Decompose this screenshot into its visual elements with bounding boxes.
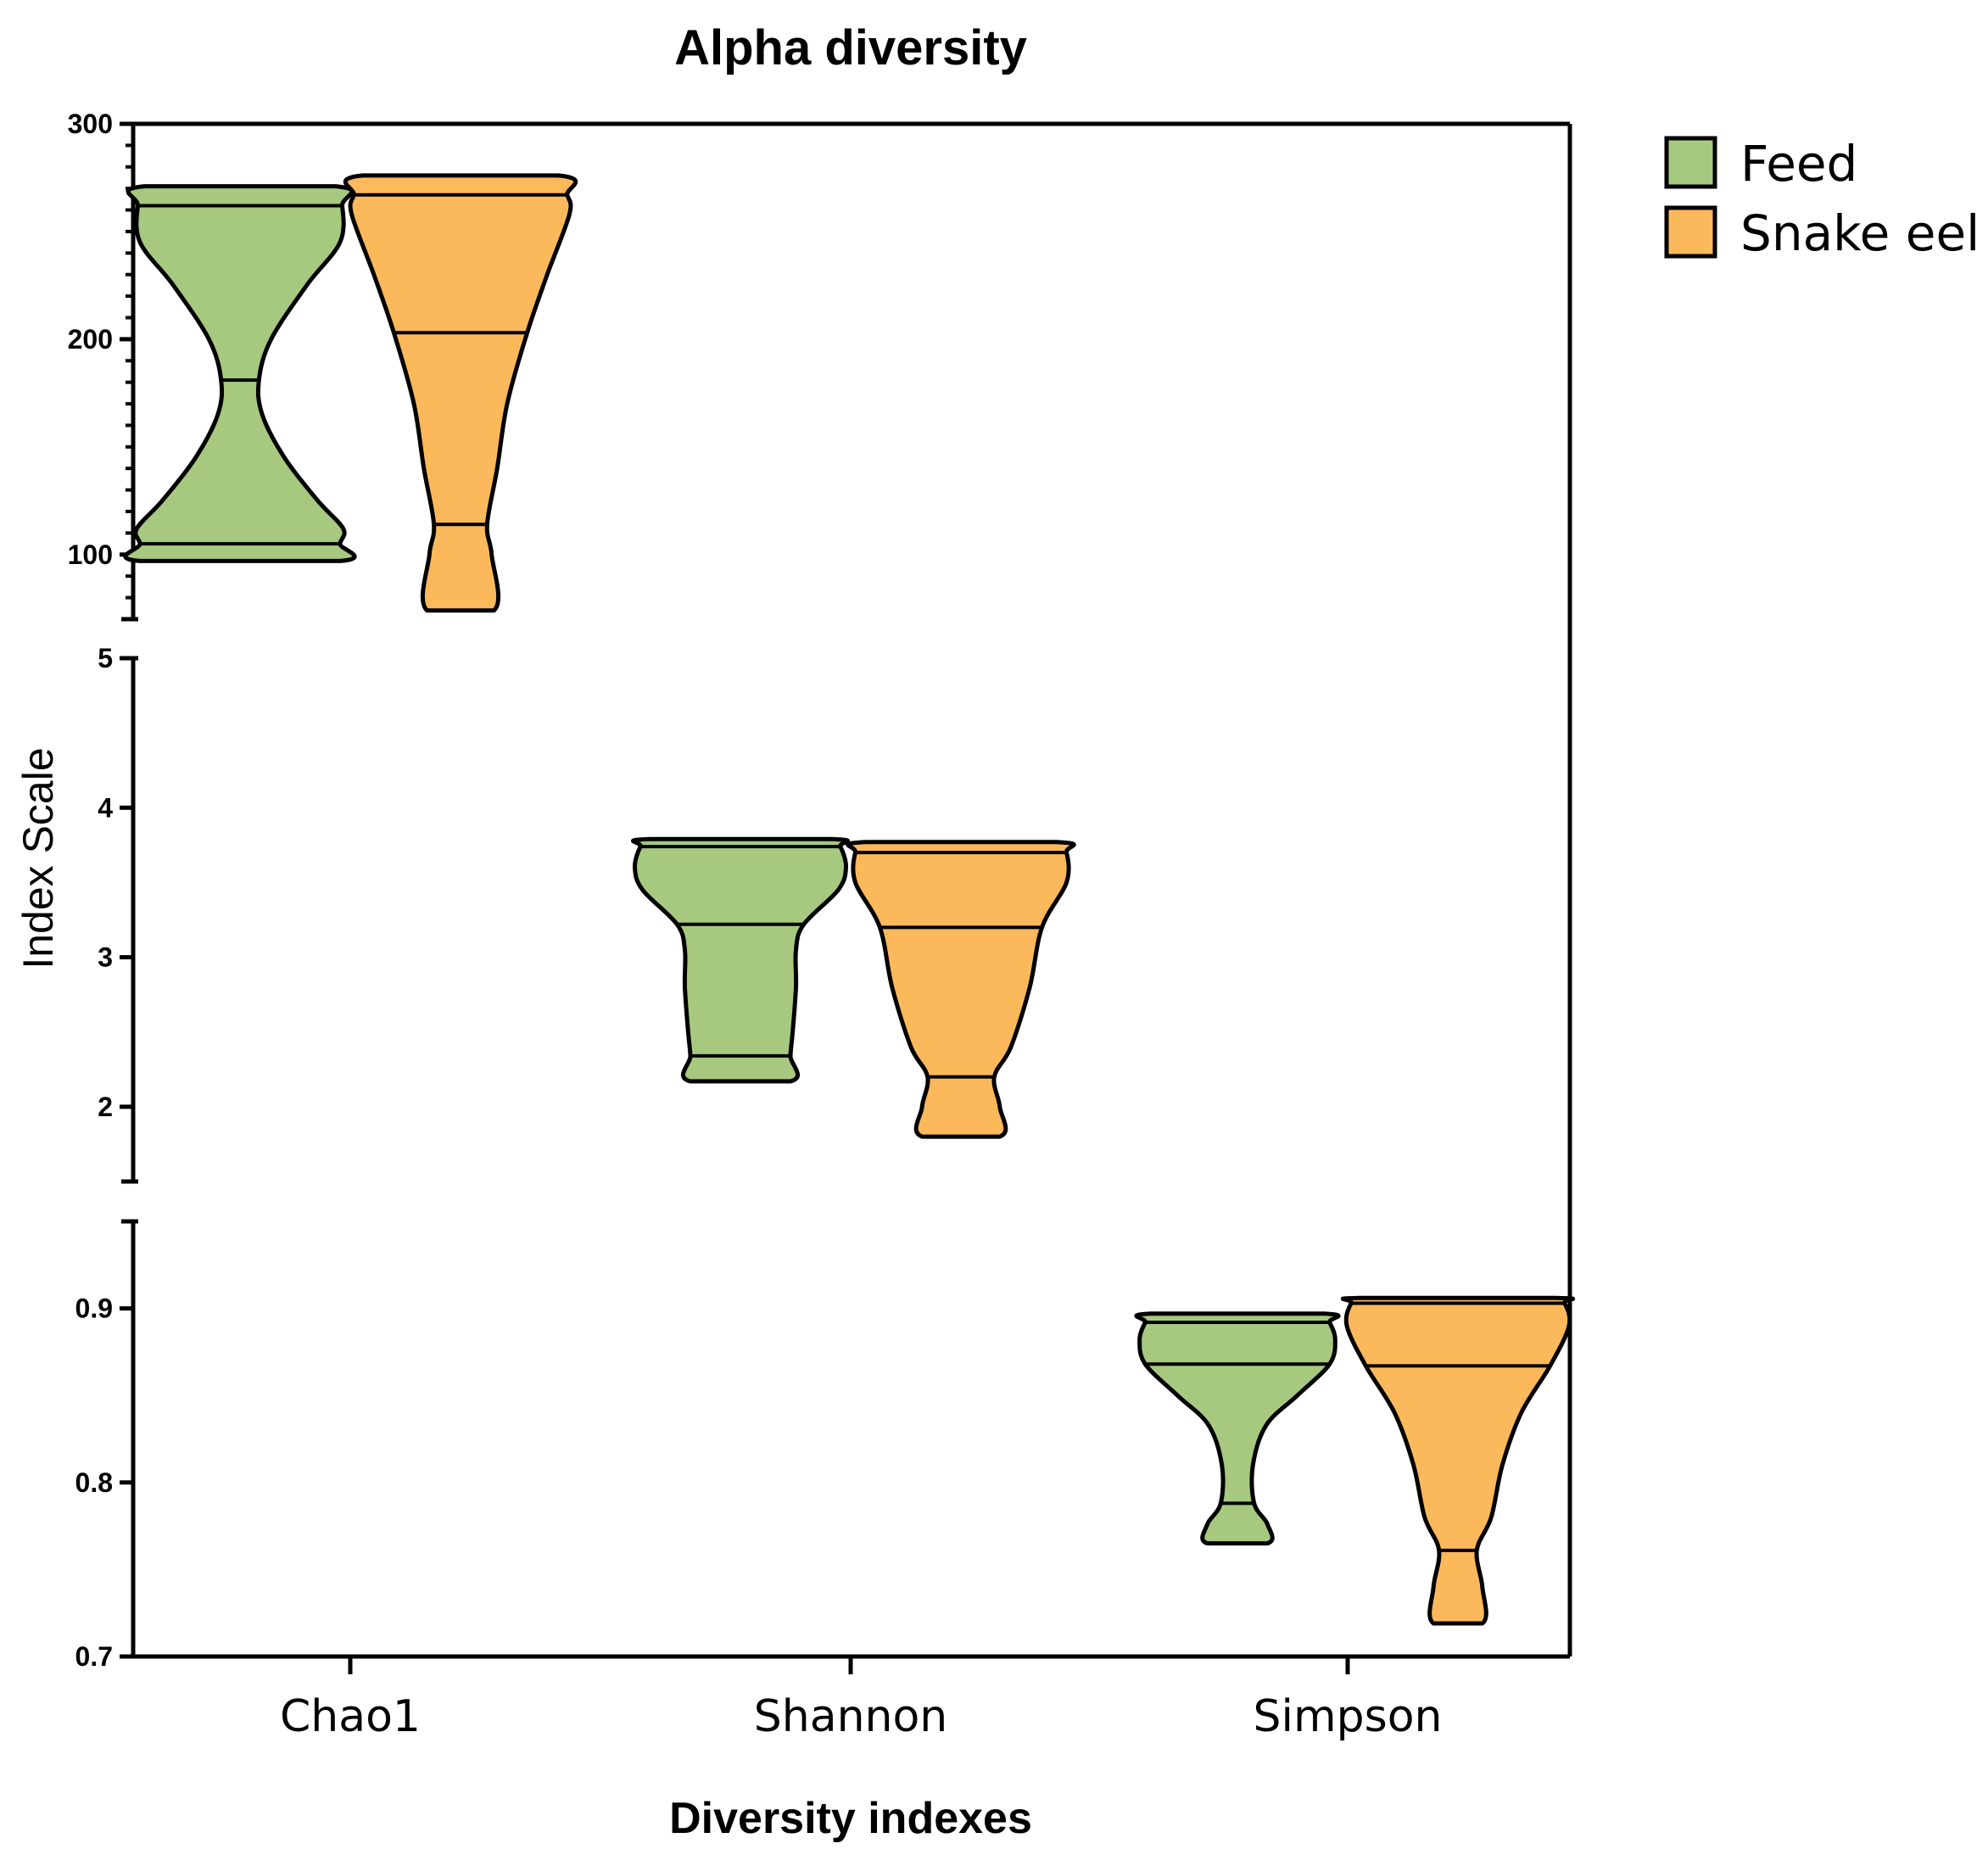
y-tick-label: 4 bbox=[98, 792, 113, 823]
x-tick-label-chao1: Chao1 bbox=[280, 1691, 421, 1742]
violin-simpson-feed bbox=[1134, 1311, 1341, 1546]
x-axis: Chao1 Shannon Simpson bbox=[280, 1656, 1443, 1742]
violin-simpson-snake-eel bbox=[1341, 1295, 1575, 1626]
legend-label-snake-eel: Snake eel bbox=[1740, 204, 1980, 262]
y-tick-label: 3 bbox=[98, 942, 113, 973]
y-tick-label: 0.7 bbox=[75, 1641, 113, 1672]
violin-chao1-snake-eel bbox=[343, 173, 578, 613]
y-axis: 100 200 300 2 3 4 5 0.7 0.8 0.9 bbox=[68, 109, 138, 1672]
legend-swatch-snake-eel bbox=[1664, 205, 1717, 259]
violin-shannon-feed bbox=[631, 836, 850, 1084]
y-tick-label: 100 bbox=[68, 539, 113, 570]
violin-chao1-feed bbox=[123, 184, 357, 563]
legend-swatch-feed bbox=[1664, 136, 1717, 189]
y-tick-label: 2 bbox=[98, 1092, 113, 1122]
x-axis-label: Diversity indexes bbox=[669, 1794, 1032, 1843]
y-tick-label: 0.9 bbox=[75, 1293, 113, 1324]
plot-frame bbox=[133, 121, 1572, 1659]
legend: Feed Snake eel bbox=[1664, 135, 1980, 262]
x-tick-label-shannon: Shannon bbox=[754, 1691, 948, 1742]
legend-label-feed: Feed bbox=[1740, 135, 1857, 193]
chart-title: Alpha diversity bbox=[674, 20, 1027, 75]
y-tick-label: 200 bbox=[68, 324, 113, 355]
violins bbox=[123, 173, 1575, 1626]
y-tick-label: 0.8 bbox=[75, 1467, 113, 1498]
y-tick-label: 5 bbox=[98, 643, 113, 673]
violin-shannon-snake-eel bbox=[846, 840, 1076, 1139]
x-tick-label-simpson: Simpson bbox=[1254, 1691, 1443, 1742]
y-tick-label: 300 bbox=[68, 109, 113, 139]
y-axis-label: Index Scale bbox=[14, 747, 62, 969]
